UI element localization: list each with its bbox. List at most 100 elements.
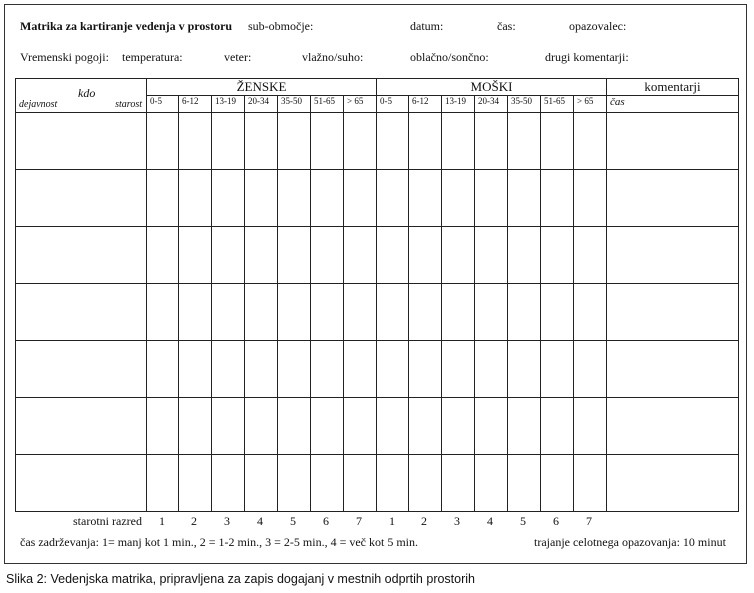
comment-cell[interactable] bbox=[606, 112, 739, 170]
count-cell[interactable] bbox=[507, 397, 541, 455]
count-cell[interactable] bbox=[376, 397, 409, 455]
count-cell[interactable] bbox=[178, 169, 212, 227]
count-cell[interactable] bbox=[343, 226, 377, 284]
count-cell[interactable] bbox=[146, 454, 179, 512]
count-cell[interactable] bbox=[376, 169, 409, 227]
count-cell[interactable] bbox=[310, 169, 344, 227]
count-cell[interactable] bbox=[540, 340, 574, 398]
count-cell[interactable] bbox=[244, 340, 278, 398]
count-cell[interactable] bbox=[408, 454, 442, 512]
count-cell[interactable] bbox=[178, 112, 212, 170]
count-cell[interactable] bbox=[507, 454, 541, 512]
count-cell[interactable] bbox=[244, 397, 278, 455]
activity-cell[interactable] bbox=[15, 112, 147, 170]
count-cell[interactable] bbox=[540, 397, 574, 455]
count-cell[interactable] bbox=[573, 454, 607, 512]
count-cell[interactable] bbox=[540, 454, 574, 512]
count-cell[interactable] bbox=[277, 226, 311, 284]
count-cell[interactable] bbox=[310, 340, 344, 398]
count-cell[interactable] bbox=[244, 454, 278, 512]
comment-cell[interactable] bbox=[606, 283, 739, 341]
count-cell[interactable] bbox=[408, 226, 442, 284]
count-cell[interactable] bbox=[277, 112, 311, 170]
count-cell[interactable] bbox=[211, 112, 245, 170]
count-cell[interactable] bbox=[408, 283, 442, 341]
count-cell[interactable] bbox=[474, 226, 508, 284]
count-cell[interactable] bbox=[441, 226, 475, 284]
count-cell[interactable] bbox=[376, 226, 409, 284]
count-cell[interactable] bbox=[310, 283, 344, 341]
count-cell[interactable] bbox=[540, 226, 574, 284]
count-cell[interactable] bbox=[507, 283, 541, 341]
count-cell[interactable] bbox=[178, 283, 212, 341]
count-cell[interactable] bbox=[573, 340, 607, 398]
count-cell[interactable] bbox=[474, 112, 508, 170]
count-cell[interactable] bbox=[211, 340, 245, 398]
count-cell[interactable] bbox=[573, 283, 607, 341]
count-cell[interactable] bbox=[474, 340, 508, 398]
count-cell[interactable] bbox=[277, 169, 311, 227]
count-cell[interactable] bbox=[146, 397, 179, 455]
count-cell[interactable] bbox=[211, 226, 245, 284]
count-cell[interactable] bbox=[244, 169, 278, 227]
count-cell[interactable] bbox=[343, 397, 377, 455]
activity-cell[interactable] bbox=[15, 226, 147, 284]
count-cell[interactable] bbox=[474, 169, 508, 227]
count-cell[interactable] bbox=[474, 454, 508, 512]
count-cell[interactable] bbox=[343, 340, 377, 398]
count-cell[interactable] bbox=[178, 226, 212, 284]
count-cell[interactable] bbox=[244, 112, 278, 170]
count-cell[interactable] bbox=[573, 112, 607, 170]
count-cell[interactable] bbox=[146, 340, 179, 398]
count-cell[interactable] bbox=[408, 340, 442, 398]
comment-cell[interactable] bbox=[606, 397, 739, 455]
count-cell[interactable] bbox=[146, 169, 179, 227]
count-cell[interactable] bbox=[211, 454, 245, 512]
count-cell[interactable] bbox=[573, 169, 607, 227]
count-cell[interactable] bbox=[507, 340, 541, 398]
comment-cell[interactable] bbox=[606, 226, 739, 284]
count-cell[interactable] bbox=[507, 169, 541, 227]
activity-cell[interactable] bbox=[15, 454, 147, 512]
count-cell[interactable] bbox=[376, 112, 409, 170]
count-cell[interactable] bbox=[146, 112, 179, 170]
comment-cell[interactable] bbox=[606, 340, 739, 398]
count-cell[interactable] bbox=[310, 112, 344, 170]
count-cell[interactable] bbox=[146, 283, 179, 341]
count-cell[interactable] bbox=[343, 112, 377, 170]
count-cell[interactable] bbox=[310, 226, 344, 284]
count-cell[interactable] bbox=[343, 283, 377, 341]
count-cell[interactable] bbox=[376, 340, 409, 398]
activity-cell[interactable] bbox=[15, 340, 147, 398]
count-cell[interactable] bbox=[441, 283, 475, 341]
count-cell[interactable] bbox=[474, 397, 508, 455]
count-cell[interactable] bbox=[211, 397, 245, 455]
activity-cell[interactable] bbox=[15, 397, 147, 455]
count-cell[interactable] bbox=[376, 283, 409, 341]
count-cell[interactable] bbox=[441, 112, 475, 170]
activity-cell[interactable] bbox=[15, 283, 147, 341]
count-cell[interactable] bbox=[343, 454, 377, 512]
count-cell[interactable] bbox=[310, 454, 344, 512]
count-cell[interactable] bbox=[244, 226, 278, 284]
count-cell[interactable] bbox=[507, 112, 541, 170]
count-cell[interactable] bbox=[408, 112, 442, 170]
count-cell[interactable] bbox=[277, 340, 311, 398]
count-cell[interactable] bbox=[178, 454, 212, 512]
count-cell[interactable] bbox=[343, 169, 377, 227]
count-cell[interactable] bbox=[408, 169, 442, 227]
count-cell[interactable] bbox=[211, 169, 245, 227]
count-cell[interactable] bbox=[146, 226, 179, 284]
count-cell[interactable] bbox=[441, 397, 475, 455]
count-cell[interactable] bbox=[441, 340, 475, 398]
count-cell[interactable] bbox=[540, 283, 574, 341]
count-cell[interactable] bbox=[573, 226, 607, 284]
count-cell[interactable] bbox=[573, 397, 607, 455]
count-cell[interactable] bbox=[211, 283, 245, 341]
count-cell[interactable] bbox=[277, 454, 311, 512]
activity-cell[interactable] bbox=[15, 169, 147, 227]
count-cell[interactable] bbox=[376, 454, 409, 512]
count-cell[interactable] bbox=[310, 397, 344, 455]
count-cell[interactable] bbox=[244, 283, 278, 341]
comment-cell[interactable] bbox=[606, 454, 739, 512]
